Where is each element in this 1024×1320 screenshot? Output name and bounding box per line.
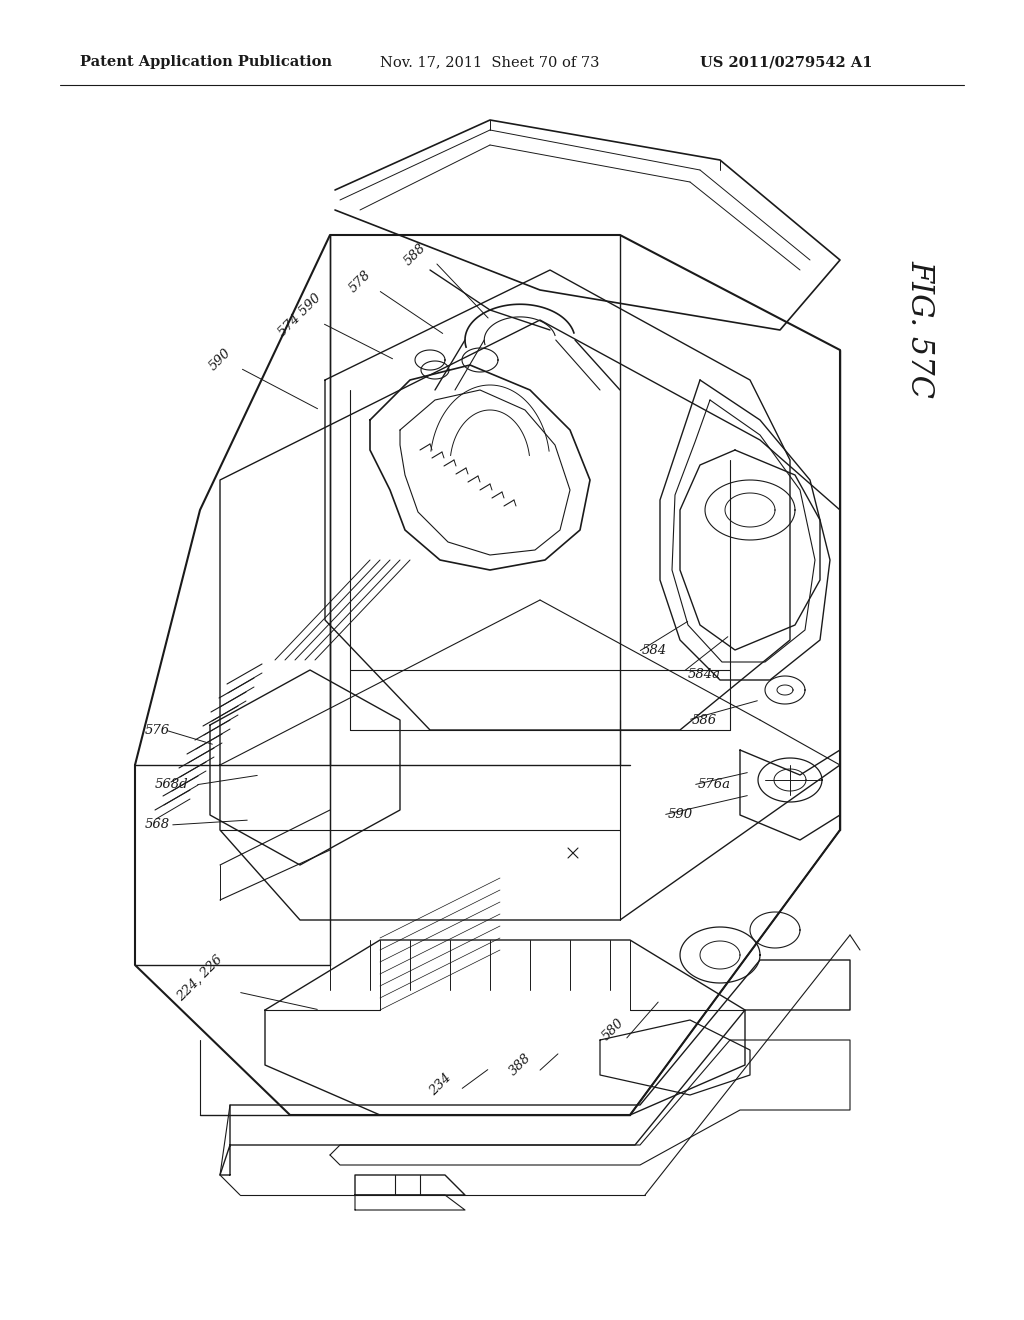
Text: 568d: 568d bbox=[155, 779, 188, 792]
Text: 580: 580 bbox=[599, 1016, 627, 1044]
Text: 224, 226: 224, 226 bbox=[175, 953, 225, 1003]
Text: 388: 388 bbox=[507, 1052, 534, 1078]
Text: 234: 234 bbox=[427, 1072, 454, 1098]
Text: 584a: 584a bbox=[688, 668, 721, 681]
Text: 576: 576 bbox=[145, 723, 170, 737]
Text: US 2011/0279542 A1: US 2011/0279542 A1 bbox=[700, 55, 872, 69]
Text: Patent Application Publication: Patent Application Publication bbox=[80, 55, 332, 69]
Text: 586: 586 bbox=[692, 714, 717, 726]
Text: 588: 588 bbox=[401, 242, 428, 268]
Text: 590: 590 bbox=[668, 808, 693, 821]
Text: FIG. 57C: FIG. 57C bbox=[904, 260, 936, 399]
Text: Nov. 17, 2011  Sheet 70 of 73: Nov. 17, 2011 Sheet 70 of 73 bbox=[380, 55, 599, 69]
Text: 574 590: 574 590 bbox=[276, 292, 324, 339]
Text: 568: 568 bbox=[145, 818, 170, 832]
Text: 590: 590 bbox=[207, 347, 233, 374]
Text: 576a: 576a bbox=[698, 779, 731, 792]
Text: 584: 584 bbox=[642, 644, 667, 656]
Text: 578: 578 bbox=[346, 268, 374, 296]
